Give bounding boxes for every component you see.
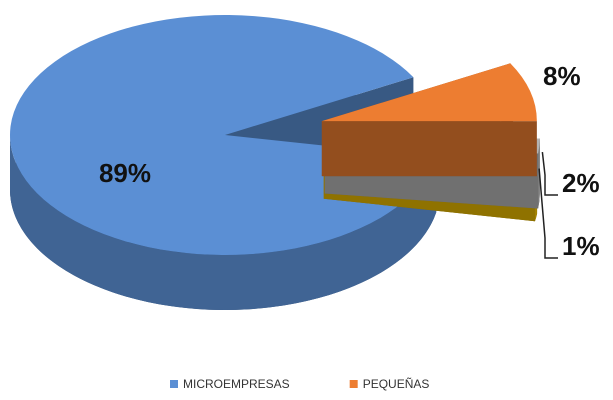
- legend-label: MICROEMPRESAS: [183, 377, 290, 391]
- leader-line: [541, 151, 558, 196]
- legend-label: PEQUEÑAS: [363, 377, 430, 391]
- legend-swatch: [349, 380, 358, 388]
- data-label: 8%: [543, 61, 581, 91]
- legend-swatch: [170, 380, 178, 388]
- slice: [321, 63, 537, 122]
- slice-wall: [321, 121, 537, 177]
- data-label: 1%: [562, 231, 600, 261]
- slice-side: [10, 135, 437, 310]
- data-label: 2%: [562, 168, 600, 198]
- data-label: 89%: [99, 158, 151, 188]
- leader-line: [538, 168, 558, 259]
